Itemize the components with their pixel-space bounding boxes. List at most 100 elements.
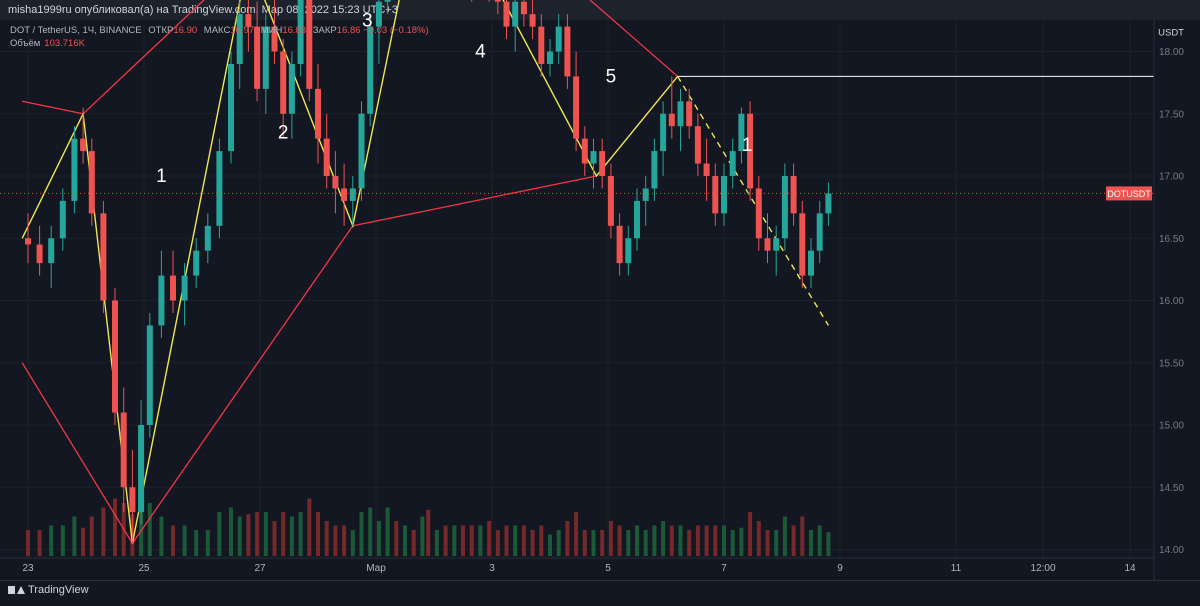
- volume-legend: Объём 103.716K: [10, 38, 85, 49]
- volume-bar: [600, 530, 605, 556]
- volume-bar: [394, 521, 399, 556]
- candle-body: [668, 113, 675, 127]
- volume-bar: [574, 512, 579, 556]
- candle-body: [129, 487, 136, 513]
- volume-bar: [368, 507, 373, 556]
- x-tick-label: 27: [254, 563, 266, 574]
- candle-body: [262, 26, 269, 89]
- candle-body: [660, 113, 667, 152]
- volume-bar: [495, 530, 500, 556]
- candle-body: [367, 26, 374, 114]
- candle-body: [503, 1, 510, 27]
- channel-line: [22, 0, 679, 115]
- y-tick-label: 15.00: [1159, 421, 1184, 432]
- candle-body: [25, 238, 31, 245]
- projection-line: [677, 76, 829, 326]
- volume-bar: [324, 521, 329, 556]
- volume-bar: [385, 507, 390, 556]
- volume-bar: [669, 525, 674, 556]
- candle-body: [146, 325, 153, 425]
- symbol-name[interactable]: DOT / TetherUS, 1Ч, BINANCE: [10, 25, 142, 36]
- candle-body: [607, 176, 614, 226]
- volume-bar: [403, 525, 407, 556]
- volume-bar: [426, 509, 431, 556]
- low-label: МИН: [260, 25, 283, 36]
- candle-body: [529, 14, 536, 27]
- candle-body: [80, 138, 87, 152]
- wave-label: 5: [606, 67, 617, 88]
- volume-bar: [298, 512, 303, 556]
- candle-body: [721, 176, 727, 214]
- open-value: 16.90: [173, 25, 198, 36]
- volume-bar: [687, 530, 692, 556]
- volume-bar: [237, 516, 242, 556]
- candle-body: [138, 425, 145, 513]
- candle-body: [494, 0, 501, 2]
- wave-label: 1: [156, 166, 167, 187]
- volume-label[interactable]: Объём: [10, 38, 41, 49]
- volume-bar: [565, 521, 570, 556]
- volume-value: 103.716K: [44, 38, 85, 49]
- overlay: 17.80DOTUSDT16.8636:33123451: [0, 11, 1199, 211]
- candle-body: [764, 238, 771, 251]
- candle-body: [280, 51, 287, 114]
- symbol-tag-label: DOTUSDT: [1107, 189, 1151, 199]
- volume-bar: [704, 525, 709, 556]
- volume-bar: [635, 525, 639, 556]
- price-axis-bg: [1154, 20, 1200, 580]
- open-label: ОТКР: [148, 25, 174, 36]
- y-tick-label: 17.50: [1159, 109, 1184, 120]
- x-tick-label: 23: [22, 563, 34, 574]
- candle-body: [694, 126, 701, 164]
- candle-body: [712, 176, 719, 214]
- volume-bar: [272, 521, 277, 556]
- close-value: 16.86: [336, 25, 361, 36]
- close-label: ЗАКР: [312, 25, 337, 36]
- volume-bar: [530, 530, 535, 556]
- volume-bar: [81, 527, 86, 556]
- volume-bar: [49, 525, 54, 556]
- volume-bar: [205, 530, 210, 556]
- candle-body: [555, 26, 562, 52]
- candle-body: [332, 176, 339, 189]
- candle-body: [112, 300, 118, 413]
- candle-body: [773, 238, 780, 251]
- candle-body: [755, 188, 762, 239]
- volume-bar: [60, 525, 65, 556]
- candle-body: [323, 138, 330, 176]
- volume-bar: [809, 530, 813, 556]
- candles: [25, 0, 832, 544]
- candle-body: [825, 193, 832, 214]
- candle-body: [245, 14, 252, 27]
- x-tick-label: 11: [951, 563, 962, 574]
- volume-bar: [539, 525, 544, 556]
- volume-bar: [608, 521, 613, 556]
- volume-bar: [101, 507, 106, 556]
- candle-body: [590, 151, 597, 164]
- symbol-legend: DOT / TetherUS, 1Ч, BINANCE ОТКР16.90 МА…: [10, 25, 429, 36]
- volume-bar: [461, 525, 465, 556]
- volume-bar: [159, 516, 164, 556]
- candle-body: [181, 275, 188, 301]
- candle-body: [520, 1, 527, 15]
- brand[interactable]: TradingView: [8, 584, 89, 596]
- y-tick-label: 16.50: [1159, 234, 1184, 245]
- volume-bar: [263, 512, 268, 556]
- candle-body: [158, 275, 165, 326]
- candle-body: [48, 238, 55, 264]
- volume-bar: [333, 525, 338, 556]
- wave-label: 4: [475, 42, 486, 63]
- candle-body: [170, 275, 176, 301]
- volume-bar: [289, 516, 294, 556]
- candle-body: [547, 51, 553, 64]
- candle-body: [297, 0, 304, 64]
- volume-bar: [582, 530, 587, 556]
- y-tick-label: 16.00: [1159, 296, 1184, 307]
- candle-body: [808, 250, 814, 276]
- wave-label: 2: [278, 123, 289, 144]
- candle-body: [306, 0, 313, 89]
- wave-line: [21, 0, 679, 544]
- x-tick-label: 3: [489, 563, 495, 574]
